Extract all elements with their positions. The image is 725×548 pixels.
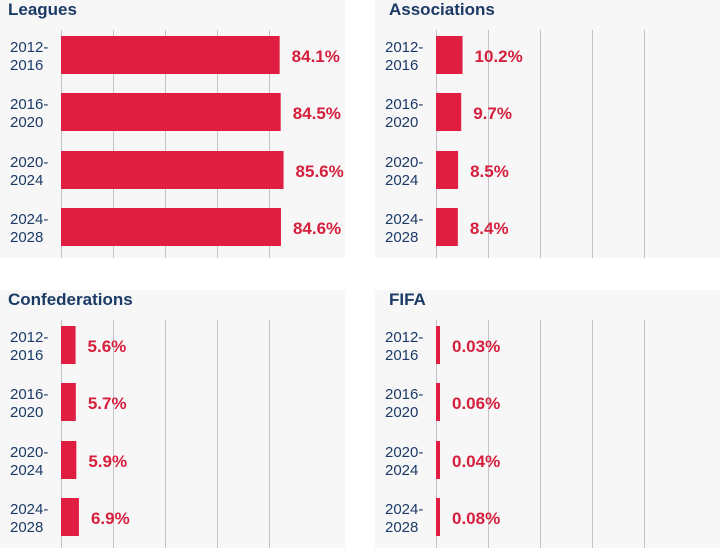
value-label: 8.5%	[470, 162, 509, 181]
chart-title: Confederations	[8, 290, 133, 309]
bar	[436, 326, 440, 364]
value-label: 0.03%	[452, 337, 500, 356]
value-label: 5.7%	[88, 394, 127, 413]
bar	[436, 36, 463, 74]
value-label: 5.6%	[88, 337, 127, 356]
bar	[436, 93, 462, 131]
category-label: 2024-2028	[10, 211, 48, 246]
category-label: 2016-2020	[385, 386, 423, 421]
value-label: 84.1%	[292, 47, 340, 66]
category-label: 2012-2016	[10, 39, 48, 74]
value-label: 85.6%	[296, 162, 344, 181]
value-label: 5.9%	[88, 452, 127, 471]
bar	[61, 383, 76, 421]
bar	[61, 498, 79, 536]
chart-title: FIFA	[389, 290, 426, 309]
chart-title: Leagues	[8, 0, 77, 19]
bar	[436, 208, 458, 246]
category-label: 2024-2028	[385, 501, 423, 536]
category-label: 2016-2020	[385, 96, 423, 131]
chart-svg: 2012-2016 5.6% 2016-2020 5.7% 2020-2024 5.9% 2…	[10, 320, 270, 548]
value-label: 8.4%	[470, 219, 509, 238]
chart-panel-confederations: Confederations 2012-2016 5.6% 2016-2020 5.7…	[0, 290, 345, 548]
value-label: 10.2%	[475, 47, 523, 66]
category-label: 2020-2024	[10, 154, 48, 189]
bar	[61, 93, 281, 131]
bar	[436, 383, 440, 421]
value-label: 0.08%	[452, 509, 500, 528]
category-label: 2012-2016	[385, 39, 423, 74]
chart-panel-fifa: FIFA 2012-2016 0.03% 2016-2020 0.06% 2020-20…	[375, 290, 720, 548]
chart-title: Associations	[389, 0, 495, 19]
value-label: 0.06%	[452, 394, 500, 413]
bar	[436, 441, 440, 479]
category-label: 2012-2016	[10, 329, 48, 364]
value-label: 84.5%	[293, 104, 341, 123]
bar	[61, 441, 77, 479]
bar	[61, 208, 281, 246]
category-label: 2024-2028	[385, 211, 423, 246]
bar	[436, 151, 459, 189]
category-label: 2020-2024	[385, 154, 423, 189]
bar	[61, 326, 76, 364]
category-label: 2016-2020	[10, 96, 48, 131]
chart-svg: 2012-2016 84.1% 2016-2020 84.5% 2020-2024 85.…	[10, 30, 344, 258]
category-label: 2012-2016	[385, 329, 423, 364]
chart-svg: 2012-2016 0.03% 2016-2020 0.06% 2020-2024 0.0…	[385, 320, 645, 548]
value-label: 84.6%	[293, 219, 341, 238]
bar	[436, 498, 440, 536]
category-label: 2020-2024	[385, 444, 423, 479]
category-label: 2024-2028	[10, 501, 48, 536]
category-label: 2016-2020	[10, 386, 48, 421]
bar	[61, 36, 280, 74]
value-label: 0.04%	[452, 452, 500, 471]
chart-panel-associations: Associations 2012-2016 10.2% 2016-2020 9.7%…	[375, 0, 720, 258]
chart-panel-leagues: Leagues 2012-2016 84.1% 2016-2020 84.5% 2020…	[0, 0, 345, 258]
bar	[61, 151, 284, 189]
category-label: 2020-2024	[10, 444, 48, 479]
chart-svg: 2012-2016 10.2% 2016-2020 9.7% 2020-2024 8.5%…	[385, 30, 645, 258]
value-label: 9.7%	[473, 104, 512, 123]
value-label: 6.9%	[91, 509, 130, 528]
